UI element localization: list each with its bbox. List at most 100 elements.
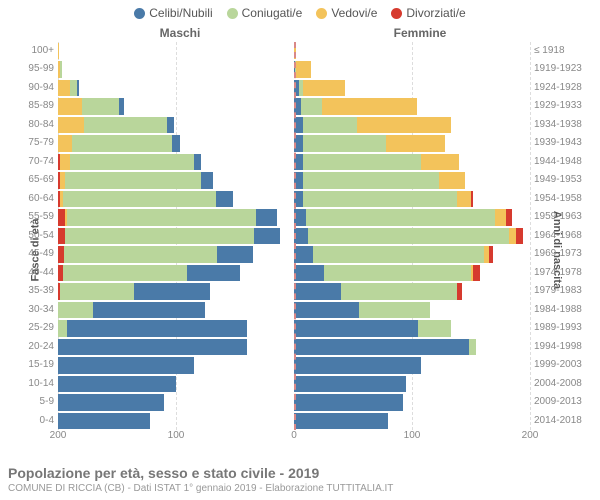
birth-year-label: 1929-1933	[534, 97, 596, 115]
legend-swatch	[134, 8, 145, 19]
legend: Celibi/Nubili Coniugati/e Vedovi/e Divorzia…	[0, 0, 600, 20]
female-bar	[294, 61, 530, 77]
age-label: 10-14	[16, 375, 54, 393]
bar-segment	[324, 265, 472, 281]
x-tick: 200	[50, 430, 67, 441]
bar-segment	[58, 209, 65, 225]
legend-item: Divorziati/e	[391, 6, 465, 20]
bar-segment	[65, 172, 201, 188]
legend-swatch	[227, 8, 238, 19]
bar-segment	[67, 320, 246, 336]
side-titles: Maschi Femmine	[0, 26, 600, 40]
age-label: 0-4	[16, 412, 54, 430]
bar-segment	[64, 246, 217, 262]
gridline	[530, 42, 531, 430]
male-bar	[58, 154, 294, 170]
birth-year-label: 1989-1993	[534, 319, 596, 337]
bar-segment	[294, 320, 418, 336]
birth-year-label: 1954-1958	[534, 190, 596, 208]
female-title: Femmine	[300, 26, 600, 40]
male-bar	[58, 394, 294, 410]
age-label: 65-69	[16, 171, 54, 189]
legend-item: Coniugati/e	[227, 6, 303, 20]
age-label: 45-49	[16, 245, 54, 263]
male-bar	[58, 339, 294, 355]
female-bar	[294, 320, 530, 336]
bar-segment	[306, 209, 495, 225]
male-bar	[58, 265, 294, 281]
female-bar	[294, 209, 530, 225]
birth-year-label: 2014-2018	[534, 412, 596, 430]
age-label: 25-29	[16, 319, 54, 337]
bar-segment	[386, 135, 445, 151]
birth-year-label: 1949-1953	[534, 171, 596, 189]
x-tick: 0	[291, 430, 297, 441]
age-label: 15-19	[16, 356, 54, 374]
bar-segment	[303, 135, 386, 151]
age-label: 75-79	[16, 134, 54, 152]
bar-segment	[495, 209, 507, 225]
birth-year-label: 1919-1923	[534, 60, 596, 78]
birth-year-label: 2009-2013	[534, 393, 596, 411]
birth-year-label: 1924-1928	[534, 79, 596, 97]
birth-year-label: 1979-1983	[534, 282, 596, 300]
age-label: 90-94	[16, 79, 54, 97]
male-bar	[58, 61, 294, 77]
birth-year-label: 1944-1948	[534, 153, 596, 171]
bar-segment	[119, 98, 124, 114]
male-bar	[58, 117, 294, 133]
bar-segment	[322, 98, 416, 114]
bar-segment	[509, 228, 516, 244]
bar-segment	[294, 228, 308, 244]
female-bar	[294, 80, 530, 96]
male-bar	[58, 283, 294, 299]
bar-segment	[308, 228, 509, 244]
birth-year-label: 1984-1988	[534, 301, 596, 319]
female-bar	[294, 376, 530, 392]
bar-segment	[172, 135, 179, 151]
bar-segment	[303, 80, 344, 96]
female-bar	[294, 228, 530, 244]
age-label: 60-64	[16, 190, 54, 208]
age-label: 70-74	[16, 153, 54, 171]
bar-segment	[58, 320, 67, 336]
female-bar	[294, 154, 530, 170]
bar-segment	[421, 154, 459, 170]
legend-item: Celibi/Nubili	[134, 6, 212, 20]
bar-segment	[357, 117, 451, 133]
male-bar	[58, 135, 294, 151]
bar-segment	[187, 265, 240, 281]
female-bar	[294, 394, 530, 410]
legend-item: Vedovi/e	[316, 6, 377, 20]
legend-label: Celibi/Nubili	[149, 6, 212, 20]
bar-segment	[93, 302, 205, 318]
female-bar	[294, 191, 530, 207]
bar-segment	[217, 246, 252, 262]
female-bar	[294, 246, 530, 262]
female-bar	[294, 357, 530, 373]
age-label: 50-54	[16, 227, 54, 245]
male-title: Maschi	[0, 26, 300, 40]
bar-segment	[58, 43, 59, 59]
female-bar	[294, 43, 530, 59]
bar-segment	[58, 339, 247, 355]
chart-footer: Popolazione per età, sesso e stato civil…	[8, 465, 592, 494]
female-bar	[294, 172, 530, 188]
male-bar	[58, 80, 294, 96]
male-bar	[58, 246, 294, 262]
bar-segment	[418, 320, 451, 336]
bar-segment	[294, 339, 469, 355]
male-bar	[58, 228, 294, 244]
bar-segment	[70, 154, 194, 170]
male-bar	[58, 191, 294, 207]
male-bar	[58, 376, 294, 392]
bar-segment	[469, 339, 476, 355]
x-axis: 2001000100200	[58, 430, 530, 444]
bar-segment	[63, 265, 187, 281]
bar-segment	[294, 376, 406, 392]
age-label: 80-84	[16, 116, 54, 134]
birth-year-label: 1939-1943	[534, 134, 596, 152]
bar-segment	[303, 117, 356, 133]
bar-segment	[134, 283, 211, 299]
bar-segment	[256, 209, 277, 225]
